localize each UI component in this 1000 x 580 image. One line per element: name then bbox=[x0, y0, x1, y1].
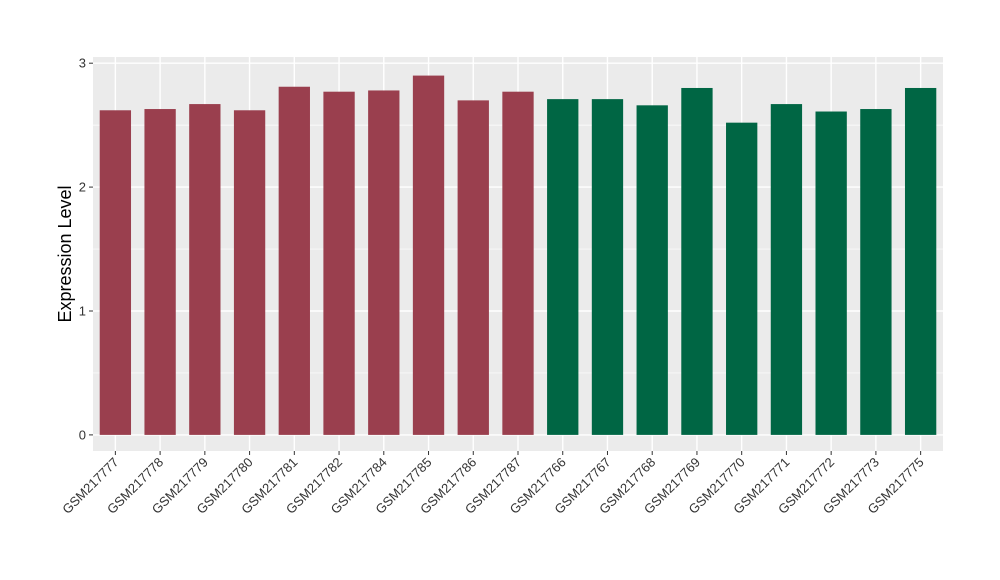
bar-GSM217766 bbox=[547, 99, 579, 435]
bar-GSM217767 bbox=[591, 99, 624, 435]
bar-GSM217786 bbox=[457, 100, 489, 435]
x-axis: GSM217777GSM217778GSM217779GSM217780GSM2… bbox=[59, 451, 927, 517]
bars bbox=[99, 75, 937, 435]
y-tick-label: 3 bbox=[79, 56, 86, 71]
bar-GSM217769 bbox=[681, 87, 713, 435]
y-tick-label: 0 bbox=[79, 427, 86, 442]
bar-GSM217787 bbox=[502, 91, 534, 435]
bar-GSM217781 bbox=[278, 86, 310, 435]
bar-GSM217772 bbox=[815, 111, 847, 435]
y-axis: 0 1 2 3 bbox=[79, 56, 93, 442]
y-tick-label: 2 bbox=[79, 180, 86, 195]
bar-GSM217785 bbox=[412, 75, 445, 435]
bar-GSM217770 bbox=[726, 122, 758, 435]
bar-GSM217779 bbox=[189, 104, 221, 435]
bar-GSM217777 bbox=[99, 110, 132, 435]
bar-GSM217780 bbox=[233, 110, 266, 435]
bar-GSM217778 bbox=[144, 109, 176, 435]
bar-GSM217773 bbox=[860, 109, 892, 435]
bar-GSM217775 bbox=[904, 87, 937, 435]
bar-GSM217771 bbox=[770, 104, 803, 435]
bar-GSM217768 bbox=[636, 105, 668, 435]
bar-GSM217782 bbox=[323, 91, 355, 435]
y-axis-title: Expression Level bbox=[55, 185, 75, 322]
bar-GSM217784 bbox=[368, 90, 400, 435]
y-tick-label: 1 bbox=[79, 303, 86, 318]
